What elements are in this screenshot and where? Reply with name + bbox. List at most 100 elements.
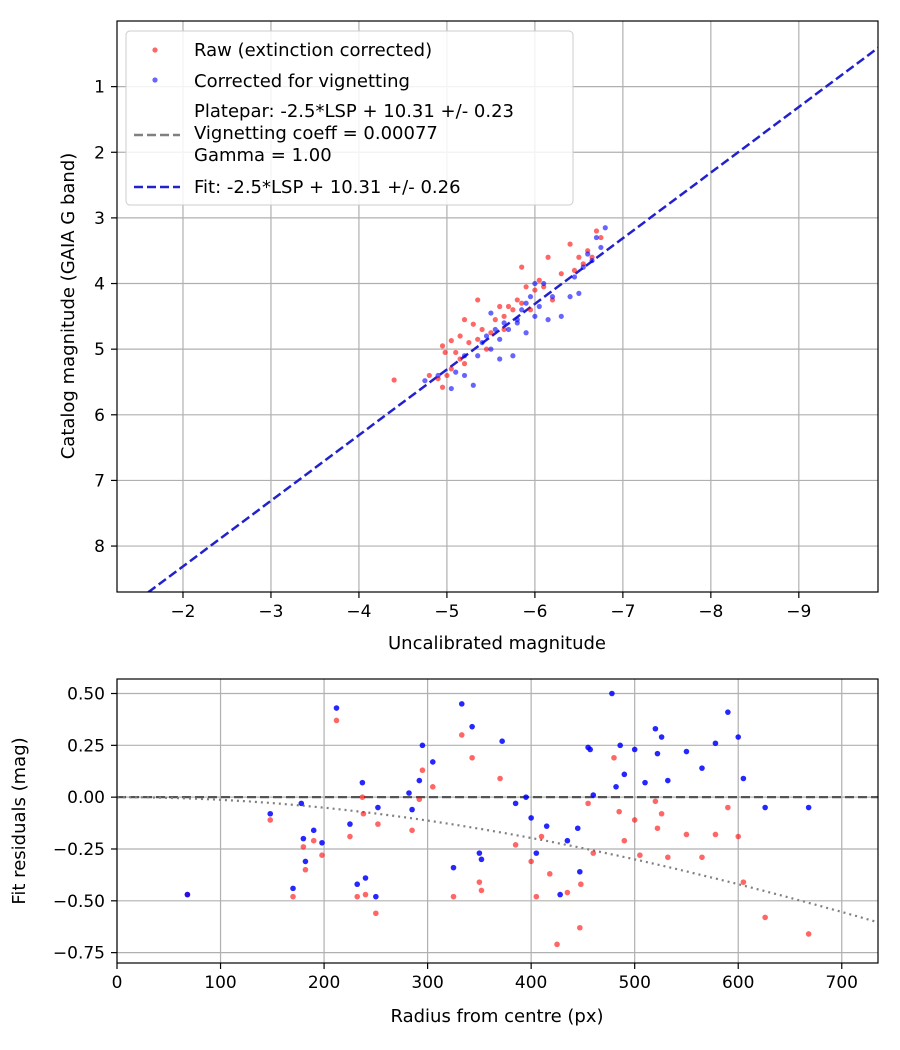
raw-residual-point: [458, 732, 465, 738]
raw-point: [519, 264, 525, 270]
bottom-y-axis: 0.50 0.25 0.00 −0.25 −0.50 −0.75: [53, 685, 117, 964]
raw-residual-point: [621, 837, 628, 844]
raw-residual-point: [497, 775, 503, 782]
corrected-point: [497, 356, 503, 362]
raw-residual-point: [665, 854, 671, 861]
corrected-residual-point: [319, 839, 325, 846]
bottom-marks: [117, 690, 878, 948]
fit-line: [146, 46, 878, 592]
legend-platepar-line: Vignetting coeff = 0.00077: [194, 123, 438, 144]
bottom-plot: 0 100 200 300 400 500 600 700 0.50 0.25 0.00 −0.25…: [9, 678, 879, 1027]
corrected-residual-point: [557, 891, 563, 898]
corrected-residual-point: [740, 775, 747, 782]
corrected-residual-point: [617, 742, 623, 749]
raw-residual-point: [450, 893, 457, 900]
corrected-point: [536, 303, 542, 310]
corrected-residual-point: [184, 891, 191, 898]
corrected-point: [571, 274, 578, 280]
raw-residual-point: [611, 754, 617, 761]
raw-point: [448, 366, 454, 372]
corrected-residual-point: [725, 709, 731, 715]
raw-residual-point: [577, 924, 583, 931]
corrected-residual-point: [528, 815, 534, 821]
corrected-point: [585, 251, 591, 257]
bottom-x-axis: 0 100 200 300 400 500 600 700: [112, 963, 858, 993]
bottom-x-tick-label: 400: [515, 973, 547, 993]
corrected-point: [549, 294, 556, 300]
raw-residual-point: [469, 754, 475, 761]
raw-point: [567, 241, 573, 247]
raw-point: [598, 234, 604, 241]
corrected-point: [523, 330, 529, 336]
raw-residual-point: [699, 854, 705, 861]
corrected-residual-point: [587, 746, 593, 753]
raw-point: [442, 349, 448, 356]
corrected-residual-point: [735, 734, 742, 740]
legend-marker-raw: [152, 47, 158, 53]
corrected-residual-point: [577, 868, 583, 875]
top-y-tick-label: 1: [94, 78, 105, 98]
corrected-residual-point: [347, 821, 353, 827]
corrected-point: [488, 346, 494, 352]
bottom-x-tick-label: 500: [618, 973, 650, 993]
raw-residual-point: [578, 881, 584, 888]
raw-residual-point: [319, 852, 325, 859]
bottom-y-tick-label: −0.75: [53, 944, 105, 964]
raw-residual-point: [373, 910, 379, 917]
raw-point: [475, 336, 481, 342]
raw-residual-point: [267, 817, 274, 823]
raw-residual-point: [533, 893, 540, 900]
raw-point: [488, 330, 494, 336]
raw-residual-point: [302, 866, 309, 873]
raw-residual-point: [375, 821, 381, 827]
legend-box: [125, 30, 574, 206]
raw-residual-point: [554, 941, 560, 948]
raw-residual-point: [725, 804, 731, 811]
corrected-point: [461, 353, 468, 359]
raw-residual-point: [805, 931, 812, 937]
corrected-point: [514, 320, 520, 326]
bottom-y-tick-label: 0.50: [67, 685, 105, 705]
corrected-residual-point: [429, 759, 436, 765]
legend-platepar-line: Platepar: -2.5*LSP + 10.31 +/- 0.23: [194, 101, 514, 122]
corrected-residual-point: [613, 783, 619, 790]
raw-residual-point: [712, 831, 719, 838]
corrected-residual-point: [499, 738, 505, 744]
raw-residual-point: [528, 858, 534, 865]
raw-residual-point: [683, 831, 690, 838]
top-y-tick-label: 6: [94, 406, 105, 426]
corrected-residual-point: [419, 742, 426, 749]
raw-point: [475, 297, 481, 303]
corrected-residual-point: [631, 746, 638, 753]
bottom-x-tick-label: 200: [308, 973, 340, 993]
corrected-residual-point: [512, 800, 519, 807]
bottom-x-tick-label: 0: [112, 973, 123, 993]
raw-point: [536, 277, 542, 283]
raw-point: [461, 361, 468, 367]
raw-residual-point: [512, 842, 519, 848]
raw-point: [527, 307, 534, 313]
raw-point: [501, 326, 507, 333]
raw-point: [457, 356, 463, 362]
corrected-residual-point: [373, 893, 379, 900]
corrected-residual-point: [665, 777, 671, 784]
raw-point: [448, 338, 454, 344]
corrected-point: [519, 307, 525, 313]
corrected-residual-point: [290, 885, 296, 892]
top-x-tick-label: −5: [434, 602, 459, 622]
bottom-x-tick-label: 700: [826, 973, 858, 993]
raw-point: [519, 300, 525, 306]
top-x-tick-label: −4: [346, 602, 371, 622]
top-marks: [146, 46, 878, 592]
corrected-point: [589, 257, 595, 264]
corrected-point: [532, 313, 538, 319]
raw-residual-point: [538, 833, 545, 840]
corrected-point: [545, 317, 551, 323]
raw-point: [571, 267, 578, 274]
corrected-point: [541, 280, 547, 287]
corrected-point: [483, 333, 490, 339]
corrected-residual-point: [699, 765, 705, 771]
corrected-residual-point: [658, 734, 665, 740]
corrected-residual-point: [652, 725, 659, 732]
